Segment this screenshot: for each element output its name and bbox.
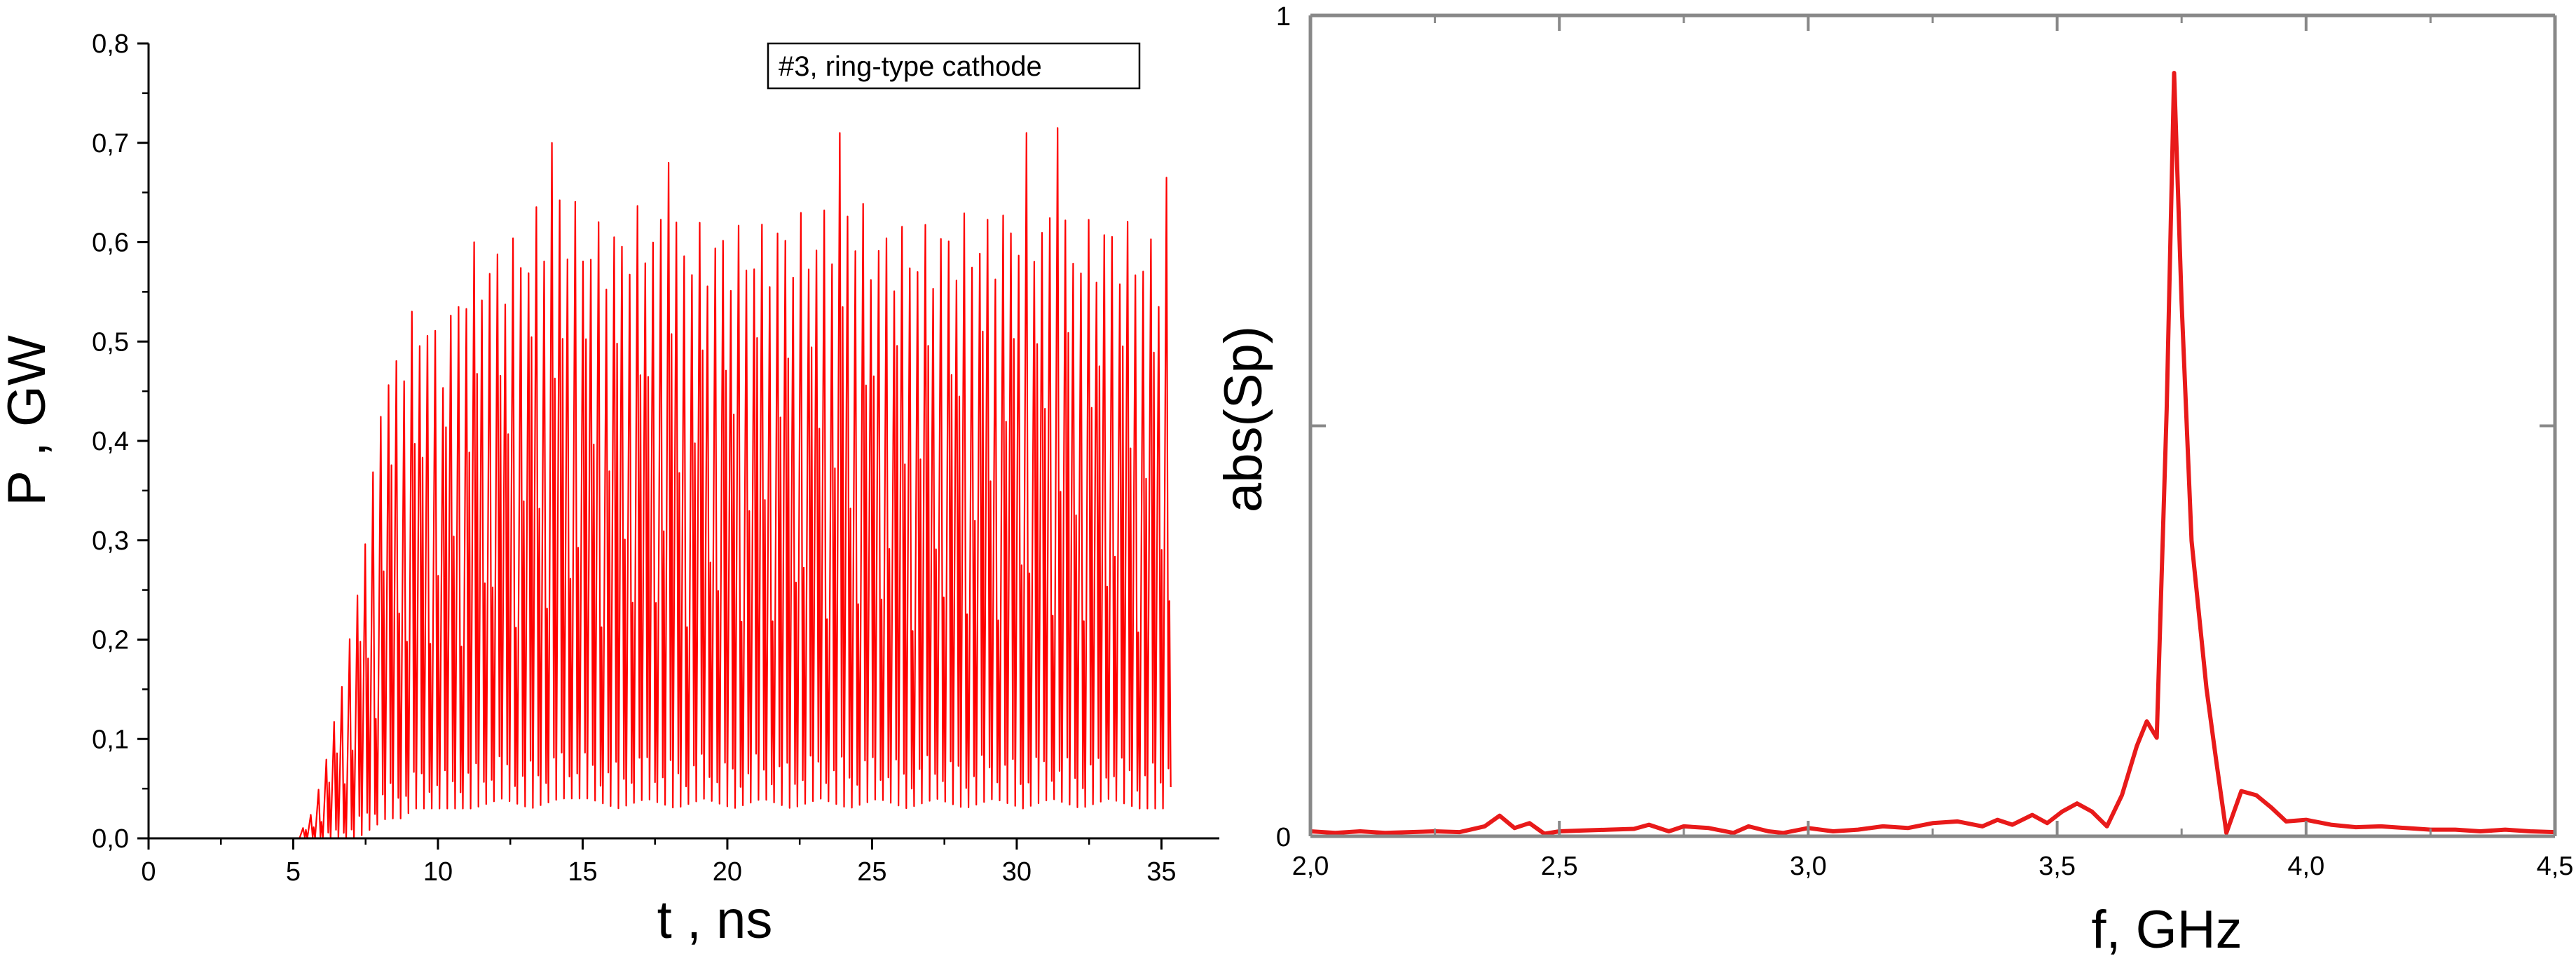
chart1-x-tick-label: 20 — [713, 857, 742, 887]
chart2-y-tick-label: 0 — [1276, 823, 1291, 852]
chart1-y-tick-label: 0,2 — [92, 626, 129, 655]
chart1-x-tick-label: 30 — [1002, 857, 1032, 887]
power-vs-time-chart: 0 5 10 15 20 25 30 35 0,0 0,1 0,2 0,3 0,4 0,5 0,6 0,7 0,… — [0, 29, 1219, 950]
chart2-x-tick-label: 3,0 — [1790, 852, 1827, 881]
chart1-legend-box — [767, 42, 1141, 90]
chart1-y-tick-label: 0,6 — [92, 229, 129, 258]
chart1-x-tick-label: 35 — [1146, 857, 1176, 887]
chart1-y-axis-title: P , GW — [0, 335, 57, 506]
chart1-y-tick-label: 0,1 — [92, 725, 129, 754]
chart1-plot-content — [149, 127, 1172, 840]
chart2-x-tick-label: 2,5 — [1541, 852, 1578, 881]
chart1-x-tick-label: 5 — [286, 857, 301, 887]
chart1-x-tick-label: 25 — [857, 857, 886, 887]
chart1-x-tick-label: 0 — [141, 857, 156, 887]
chart1-legend-text: #3, ring-type cathode — [779, 51, 1042, 82]
chart1-y-tick-label: 0,5 — [92, 327, 129, 357]
chart2-axes — [1308, 13, 2557, 838]
chart1-ticks: 0 5 10 15 20 25 30 35 0,0 0,1 0,2 0,3 0,4 0,5 0,6 0,7 0,… — [92, 29, 1176, 887]
chart1-legend: #3, ring-type cathode — [767, 42, 1141, 90]
chart2-x-axis-title: f, GHz — [2091, 900, 2242, 960]
chart2-y-tick-label: 1 — [1276, 2, 1291, 32]
chart2-spectrum-line — [1310, 71, 2556, 836]
chart2-x-tick-label: 3,5 — [2039, 852, 2076, 881]
chart2-x-tick-label: 4,5 — [2537, 852, 2574, 881]
chart2-plot-content — [1310, 71, 2556, 836]
chart2-x-tick-label: 2,0 — [1292, 852, 1329, 881]
chart1-y-tick-label: 0,0 — [92, 824, 129, 854]
chart2-y-axis-title: abs(Sp) — [1214, 326, 1273, 512]
chart1-y-tick-label: 0,7 — [92, 129, 129, 158]
chart1-y-tick-label: 0,4 — [92, 427, 129, 456]
chart1-y-tick-label: 0,8 — [92, 29, 129, 59]
chart2-x-tick-label: 4,0 — [2287, 852, 2324, 881]
chart2-ticks: 2,0 2,5 3,0 3,5 4,0 4,5 0 1 — [1276, 2, 2574, 881]
chart1-x-tick-label: 10 — [423, 857, 453, 887]
spectrum-chart: 2,0 2,5 3,0 3,5 4,0 4,5 0 1 f, GHz abs(Sp) — [1214, 2, 2573, 960]
chart1-y-tick-label: 0,3 — [92, 526, 129, 556]
chart1-x-tick-label: 15 — [568, 857, 597, 887]
chart1-x-axis-title: t , ns — [657, 890, 773, 950]
chart1-signal-line — [149, 127, 1172, 840]
